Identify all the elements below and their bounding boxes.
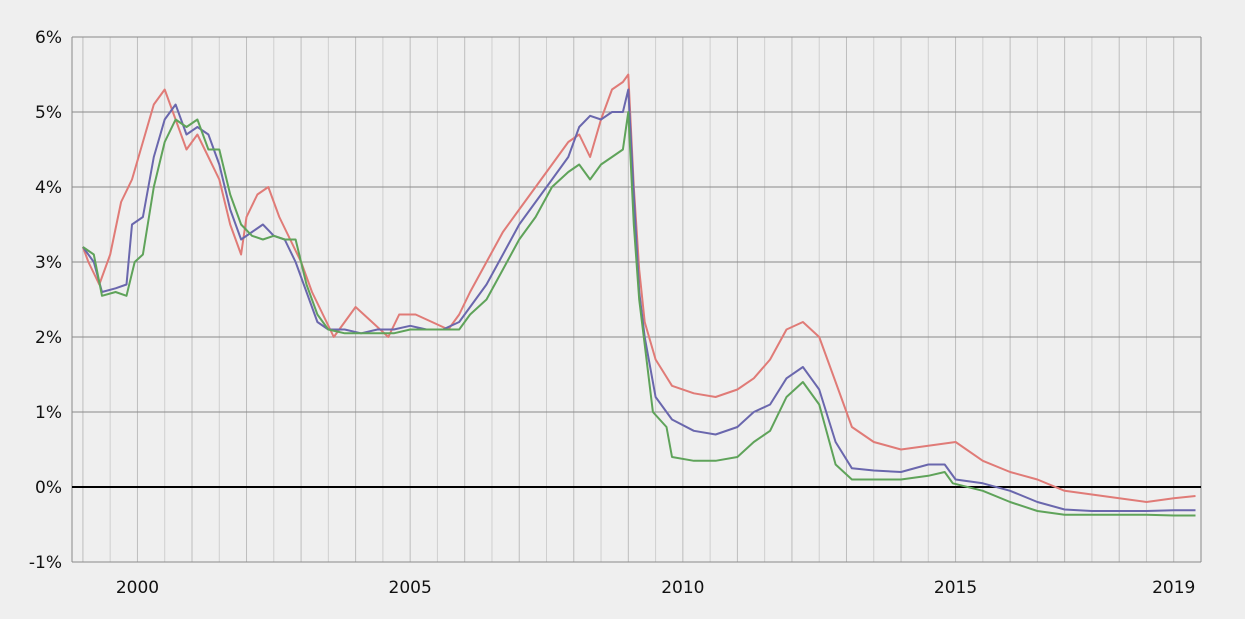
x-tick-label: 2019	[1152, 578, 1195, 598]
vertical-gridlines	[82, 37, 1202, 562]
x-tick-label: 2010	[661, 578, 704, 598]
series-line-3	[82, 111, 1196, 517]
x-tick-label: 2015	[934, 578, 977, 598]
y-tick-label: 4%	[35, 178, 62, 198]
plot-axes	[71, 37, 1202, 563]
y-tick-label: 1%	[35, 403, 62, 423]
y-tick-label: 5%	[35, 103, 62, 123]
horizontal-gridlines	[72, 36, 1201, 563]
y-axis-tick-labels: 6% 5% 4% 3% 2% 1% 0% -1%	[29, 28, 62, 573]
series-line-1	[81, 73, 1196, 503]
series-line-2	[82, 88, 1196, 512]
x-tick-label: 2000	[116, 578, 159, 598]
y-tick-label: -1%	[29, 553, 62, 573]
y-tick-label: 0%	[35, 478, 62, 498]
x-axis-tick-labels: 2000 2005 2010 2015 2019	[116, 578, 1196, 598]
x-tick-label: 2005	[389, 578, 432, 598]
series-lines	[81, 73, 1196, 517]
y-tick-label: 2%	[35, 328, 62, 348]
y-tick-label: 3%	[35, 253, 62, 273]
y-tick-label: 6%	[35, 28, 62, 48]
